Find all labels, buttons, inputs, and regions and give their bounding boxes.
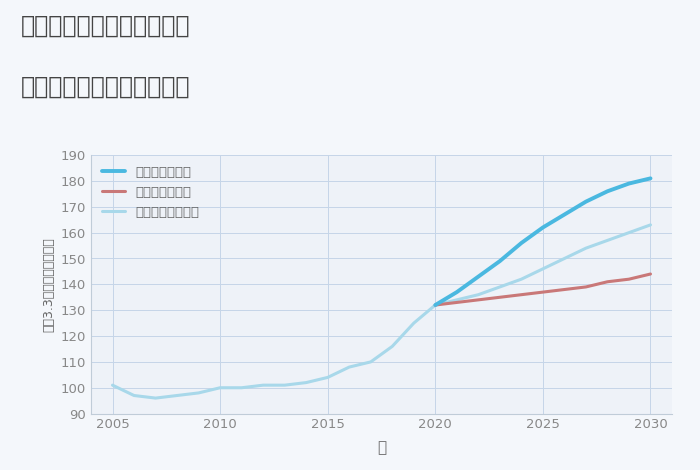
バッドシナリオ [646, 271, 654, 277]
ノーマルシナリオ [474, 292, 482, 298]
グッドシナリオ [646, 176, 654, 181]
グッドシナリオ [431, 302, 440, 308]
グッドシナリオ [603, 188, 612, 194]
バッドシナリオ [431, 302, 440, 308]
バッドシナリオ [560, 287, 568, 292]
バッドシナリオ [474, 297, 482, 303]
ノーマルシナリオ [625, 230, 634, 235]
グッドシナリオ [539, 225, 547, 230]
バッドシナリオ [625, 276, 634, 282]
グッドシナリオ [517, 240, 526, 246]
ノーマルシナリオ [496, 284, 504, 290]
Y-axis label: 坪（3.3㎡）単価（万円）: 坪（3.3㎡）単価（万円） [42, 237, 55, 332]
Line: ノーマルシナリオ: ノーマルシナリオ [435, 225, 650, 305]
Text: 中古マンションの価格推移: 中古マンションの価格推移 [21, 75, 190, 99]
グッドシナリオ [582, 199, 590, 204]
ノーマルシナリオ [646, 222, 654, 227]
バッドシナリオ [603, 279, 612, 284]
グッドシナリオ [560, 212, 568, 217]
X-axis label: 年: 年 [377, 440, 386, 455]
ノーマルシナリオ [517, 276, 526, 282]
ノーマルシナリオ [560, 256, 568, 261]
ノーマルシナリオ [582, 245, 590, 251]
ノーマルシナリオ [431, 302, 440, 308]
バッドシナリオ [539, 290, 547, 295]
バッドシナリオ [517, 292, 526, 298]
バッドシナリオ [496, 294, 504, 300]
ノーマルシナリオ [603, 237, 612, 243]
Text: 大阪府大阪市住吉区殿辻の: 大阪府大阪市住吉区殿辻の [21, 14, 190, 38]
ノーマルシナリオ [453, 297, 461, 303]
グッドシナリオ [453, 290, 461, 295]
グッドシナリオ [496, 258, 504, 264]
ノーマルシナリオ [539, 266, 547, 272]
Line: バッドシナリオ: バッドシナリオ [435, 274, 650, 305]
Line: グッドシナリオ: グッドシナリオ [435, 179, 650, 305]
グッドシナリオ [625, 180, 634, 186]
バッドシナリオ [582, 284, 590, 290]
グッドシナリオ [474, 274, 482, 279]
バッドシナリオ [453, 300, 461, 306]
Legend: グッドシナリオ, バッドシナリオ, ノーマルシナリオ: グッドシナリオ, バッドシナリオ, ノーマルシナリオ [97, 162, 204, 223]
